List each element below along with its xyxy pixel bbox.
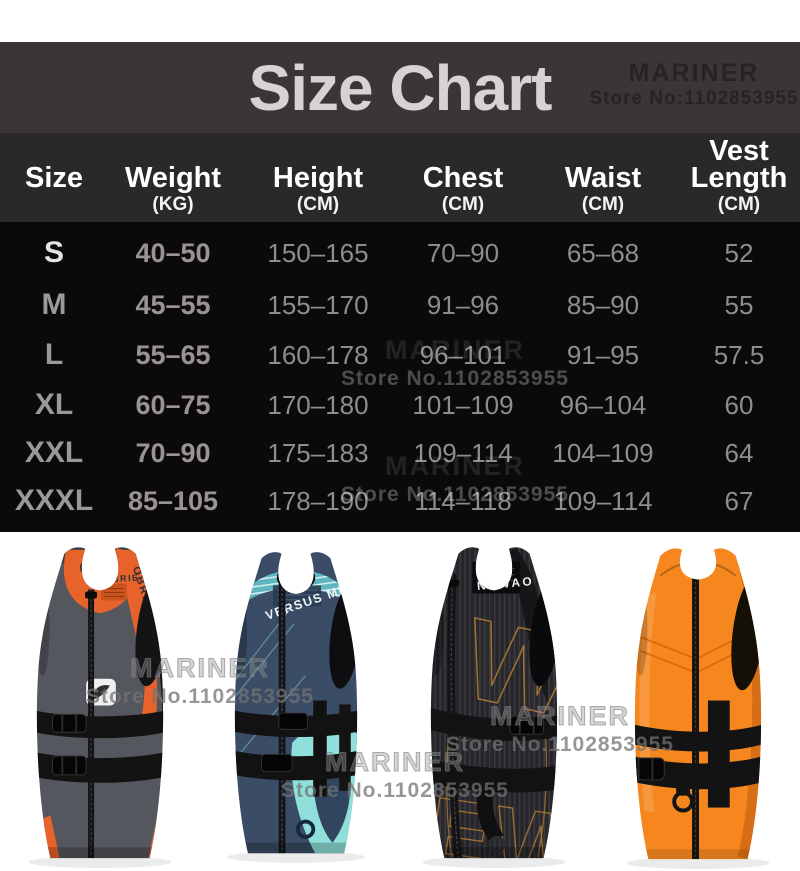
d-ring-holder <box>676 783 691 796</box>
hem-trim-left <box>40 815 61 859</box>
page-title: Size Chart <box>248 51 553 124</box>
table-row: S 40–50 150–165 70–90 65–68 52 <box>43 236 754 269</box>
hem-shade <box>430 847 558 859</box>
table-row: XL 60–75 170–180 101–109 96–104 60 <box>34 388 754 421</box>
column-header-size: Size <box>24 162 84 195</box>
hem-shade <box>234 842 358 854</box>
buckle-upper <box>278 712 308 730</box>
table-row: XXL 70–90 175–183 109–114 104–109 64 <box>24 436 754 469</box>
product-photo-newao-vest: WA EW NEWAO <box>392 534 596 871</box>
product-photo-versus-vest: VERSUS ME <box>200 534 392 871</box>
buckle-upper <box>51 713 87 733</box>
buckle-lower <box>260 753 293 773</box>
vest-shadow <box>226 851 366 863</box>
zipper-pull <box>85 591 98 599</box>
zipper <box>692 551 699 860</box>
product-photo-obrien-vest: OBRIE OBRIEN <box>0 534 200 871</box>
buckle-detail <box>61 714 78 733</box>
d-ring <box>672 790 695 813</box>
strap-lower <box>634 756 762 790</box>
armhole-left <box>234 584 248 677</box>
column-header-height: Height (CM) <box>272 162 364 215</box>
strap-upper <box>634 724 762 752</box>
table-row: M 45–55 155–170 91–96 85–90 55 <box>41 288 754 321</box>
highlight <box>639 593 657 812</box>
column-header-chest: Chest (CM) <box>422 162 504 215</box>
vest-shadow <box>422 856 566 869</box>
orange-vest-illustration <box>626 548 770 870</box>
yoke-pinstripes <box>234 570 358 611</box>
collar-opening <box>276 564 316 592</box>
armhole-left <box>36 580 50 676</box>
strap-lower <box>430 758 558 793</box>
product-photo-orange-vest <box>596 534 800 871</box>
vest-shadow <box>28 856 172 869</box>
buckle-detail <box>518 716 535 735</box>
hem-shade <box>36 847 164 859</box>
zipper-pull <box>448 579 460 587</box>
buckle-detail <box>61 756 78 775</box>
buckle-lower <box>51 755 87 776</box>
table-header: Size Weight (KG) Height (CM) Chest (CM) … <box>0 133 800 222</box>
hem-shade <box>634 849 762 860</box>
table-row: L 55–65 160–178 96–101 91–95 57.5 <box>44 338 765 371</box>
column-header-waist: Waist (CM) <box>564 162 642 215</box>
newao-vest-illustration: WA EW NEWAO <box>422 547 566 869</box>
versus-vest-illustration: VERSUS ME <box>226 552 366 863</box>
webbing-tab <box>707 700 730 808</box>
zipper-pull <box>689 565 702 574</box>
size-table: S 40–50 150–165 70–90 65–68 52 M 45–55 1… <box>0 222 800 532</box>
title-band: Size Chart <box>0 42 800 133</box>
webbing-tab-2 <box>339 704 351 791</box>
armhole-left <box>430 580 444 676</box>
buckle-lower <box>634 757 665 781</box>
column-header-weight: Weight (KG) <box>124 162 222 215</box>
collar-opening <box>475 554 513 581</box>
table-row: XXXL 85–105 178–190 114–118 109–114 67 <box>14 484 754 517</box>
column-header-vest-length: Vest Length (CM) <box>690 134 788 215</box>
d-ring <box>488 835 506 853</box>
d-ring <box>296 819 316 839</box>
collar-opening <box>682 548 714 568</box>
buckle-detail <box>637 758 654 780</box>
buckle-upper <box>509 715 545 735</box>
strap-loose-end <box>476 785 504 842</box>
vest-shadow <box>626 857 770 870</box>
armhole-left <box>634 580 648 676</box>
obrien-vest-illustration: OBRIE OBRIEN <box>28 547 172 869</box>
collar-opening <box>80 555 114 580</box>
